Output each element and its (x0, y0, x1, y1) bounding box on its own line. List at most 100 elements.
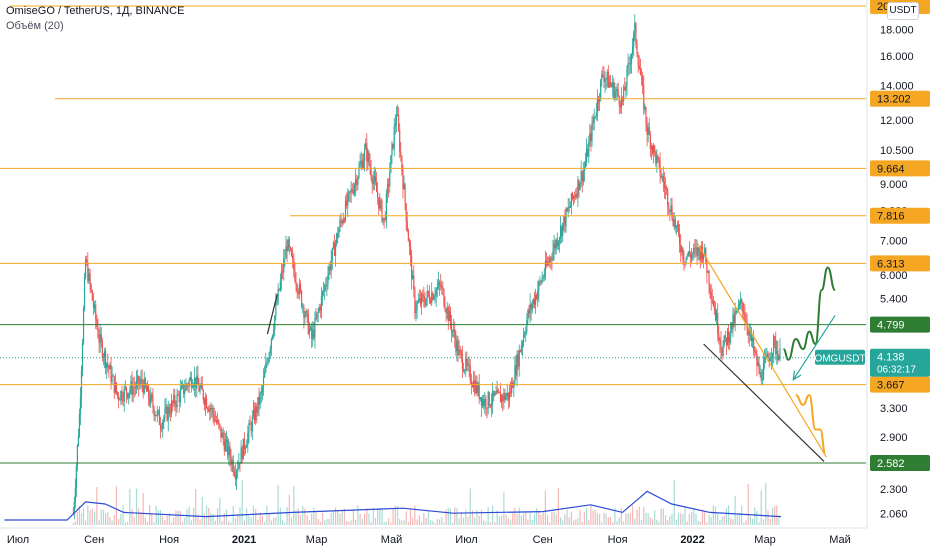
volume-bar (559, 517, 562, 525)
candle-body (200, 383, 202, 388)
volume-bar (107, 512, 109, 525)
volume-bar (104, 513, 107, 525)
candle-body (424, 301, 426, 306)
y-tick-label: 2.900 (880, 432, 908, 444)
candle-body (603, 75, 605, 82)
candle-body (188, 380, 190, 387)
candle-body (251, 416, 253, 432)
candle-body (485, 398, 487, 409)
volume-bar (536, 508, 538, 525)
volume-bar (122, 505, 124, 525)
candle-body (418, 298, 420, 302)
volume-bar (647, 512, 649, 525)
candle-body (489, 405, 492, 407)
volume-bar (407, 521, 409, 525)
candle-body (333, 242, 336, 256)
candle-body (760, 372, 762, 381)
candle-body (755, 351, 757, 354)
candle-body (499, 392, 502, 403)
volume-bar (664, 515, 667, 525)
candle-body (88, 273, 90, 282)
candle-body (650, 145, 653, 150)
candle-body (583, 167, 586, 171)
volume-bar (629, 513, 631, 525)
volume-bar (607, 517, 609, 525)
candle-body (617, 89, 619, 97)
candle-body (308, 328, 311, 334)
volume-bar (210, 513, 212, 525)
candle-body (358, 166, 360, 178)
candle-body (685, 257, 687, 263)
candle-body (600, 79, 602, 99)
candle-body (313, 329, 315, 338)
candle-body (222, 432, 224, 440)
volume-bar (197, 514, 199, 525)
candle-body (559, 226, 562, 238)
candle-body (581, 171, 583, 182)
volume-bar (634, 518, 636, 525)
candle-body (287, 239, 289, 251)
forecast-arrow (792, 315, 836, 381)
candle-body (307, 313, 309, 334)
candle-body (634, 23, 636, 33)
y-tick-label: 7.000 (880, 235, 908, 247)
price-level-label: 2.582 (877, 458, 905, 470)
candle-body (639, 68, 641, 76)
candle-body (540, 281, 542, 283)
candle-body (290, 249, 293, 256)
currency-button[interactable]: USDT (887, 2, 919, 20)
candle-body (76, 445, 78, 466)
candle-body (177, 394, 179, 396)
candle-body (541, 277, 543, 283)
volume-bar (423, 512, 425, 525)
candle-body (209, 407, 211, 412)
volume-bar (531, 519, 533, 525)
candle-body (297, 291, 299, 294)
candle-body (329, 266, 331, 271)
candle-body (331, 248, 333, 261)
volume-bar (525, 511, 527, 525)
volume-bar (741, 505, 743, 525)
candle-body (260, 391, 262, 394)
price-level-label: 4.799 (877, 320, 905, 332)
volume-bar (680, 513, 682, 525)
volume-bar (618, 517, 620, 525)
candle-body (454, 329, 456, 339)
candle-body (470, 381, 472, 386)
volume-bar (87, 505, 89, 525)
volume-bar (370, 522, 372, 525)
candle-body (264, 372, 266, 378)
volume-bar (438, 519, 441, 525)
candle-body (580, 171, 582, 184)
candle-body (518, 350, 520, 367)
candle-body (270, 338, 272, 349)
volume-bar (205, 505, 208, 525)
candle-body (346, 200, 348, 206)
candle-body (529, 304, 531, 314)
candle-body (651, 145, 654, 154)
volume-bar (469, 488, 471, 525)
volume-bar (458, 518, 460, 525)
candle-body (153, 407, 155, 416)
candle-body (686, 255, 688, 258)
candle-body (642, 77, 644, 86)
candle-body (564, 216, 566, 226)
candle-body (309, 327, 312, 329)
candle-body (108, 366, 110, 370)
volume-bar (518, 507, 520, 525)
candle-body (597, 98, 600, 102)
y-tick-label: 14.000 (880, 81, 914, 93)
candle-body (503, 392, 505, 401)
candle-body (768, 357, 770, 362)
candle-body (232, 460, 234, 472)
candle-body (526, 320, 528, 332)
candle-body (109, 365, 111, 370)
candle-body (432, 292, 434, 300)
volume-bar (699, 521, 701, 525)
volume-bar (243, 520, 246, 525)
candle-body (157, 410, 159, 412)
candle-body (340, 220, 342, 222)
candle-body (759, 372, 761, 374)
